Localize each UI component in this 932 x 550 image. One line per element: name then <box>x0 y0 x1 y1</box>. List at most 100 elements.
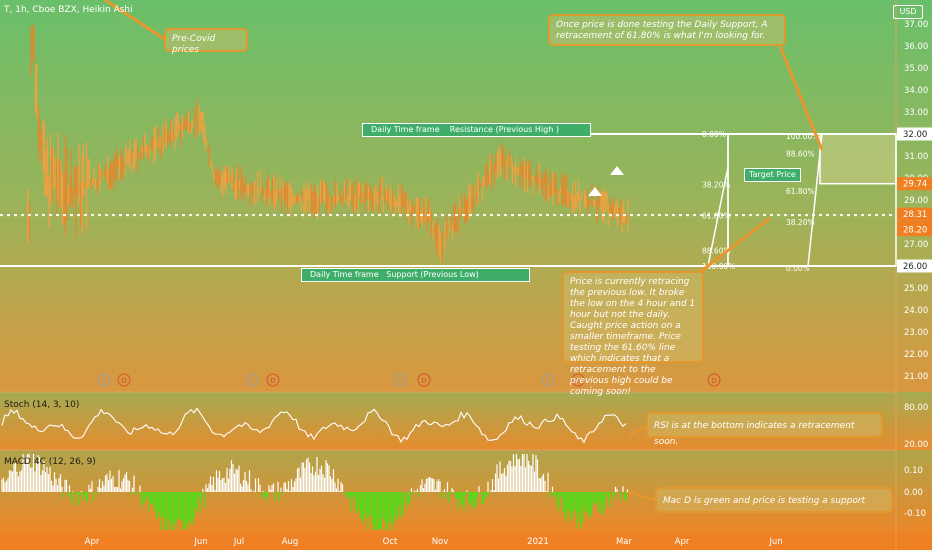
fib-edge <box>707 166 729 267</box>
price-tick-label: 27.00 <box>904 240 928 250</box>
resistance-label: Daily Time frame Resistance (Previous Hi… <box>362 123 591 137</box>
time-axis: Apr Jun Jul Aug Oct Nov 2021 Mar Apr Jun <box>85 537 783 547</box>
price-series <box>27 24 629 263</box>
fib-right-label: 61.80% <box>786 187 815 196</box>
time-tick-label: 2021 <box>527 537 549 547</box>
time-tick-label: Jun <box>768 537 782 547</box>
price-tag-label: 28.31 <box>903 210 927 220</box>
time-tick-label: Apr <box>85 537 100 547</box>
event-icon-letter: E <box>250 377 254 385</box>
dividend-icon <box>707 373 721 387</box>
price-tag <box>897 259 932 273</box>
time-tick-label: Jun <box>193 537 207 547</box>
earnings-icon <box>541 373 555 387</box>
price-tick-label: 31.00 <box>904 152 928 162</box>
dividend-icon <box>417 373 431 387</box>
chart-title: T, 1h, Cboe BZX, Heikin Ashi <box>4 5 133 15</box>
event-icon-letter: E <box>398 377 402 385</box>
price-tag <box>897 207 932 221</box>
price-tick-label: 22.00 <box>904 350 928 360</box>
price-tag-label: 28.20 <box>903 226 927 236</box>
price-tag-label: 32.00 <box>903 130 927 140</box>
price-tick-label: 36.00 <box>904 42 928 52</box>
fib-left-label: 88.60% <box>702 247 731 256</box>
price-tick-label: 35.00 <box>904 64 928 74</box>
fib-right-label: 100.00% <box>786 132 819 141</box>
stoch-tick-label: 80.00 <box>904 403 928 413</box>
up-arrow-icon <box>588 187 602 196</box>
fib-right-label: 38.20% <box>786 218 815 227</box>
macd-label: MACD 4C (12, 26, 9) <box>4 457 96 467</box>
stoch-pane-bg <box>0 392 932 450</box>
macd-pane-bg <box>0 450 932 532</box>
target-note: Once price is done testing the Daily Sup… <box>548 14 786 46</box>
event-icon-letter: E <box>546 377 550 385</box>
stoch-series: 80.00 20.00 <box>1 403 928 450</box>
stoch-tick-label: 20.00 <box>904 440 928 450</box>
dividend-icon <box>117 373 131 387</box>
pre-covid-connector <box>104 0 167 42</box>
pre-covid-note: Pre-Covid prices <box>164 28 248 55</box>
rsi-connector <box>627 425 647 437</box>
time-tick-label: Mar <box>616 537 633 547</box>
support-label: Daily Time frame Support (Previous Low) <box>301 268 530 282</box>
macd-tick-label: 0.10 <box>904 466 923 476</box>
event-icon-letter: D <box>270 377 275 385</box>
price-tag <box>897 223 932 237</box>
earnings-icon <box>97 373 111 387</box>
price-tag <box>897 177 932 191</box>
retrace-connector <box>699 216 771 274</box>
earnings-icon <box>393 373 407 387</box>
event-icon-letter: D <box>121 377 126 385</box>
macd-histogram: 0.10 0.00 -0.10 <box>1 454 926 530</box>
macd-tick-label: -0.10 <box>904 509 926 519</box>
time-tick-label: Nov <box>432 537 449 547</box>
target-connector <box>778 45 824 151</box>
price-tick-label: 21.00 <box>904 372 928 382</box>
price-tag <box>897 127 932 141</box>
price-tag-label: 26.00 <box>903 262 927 272</box>
currency-button[interactable]: USD <box>893 5 923 19</box>
price-tag-label: 29.74 <box>903 180 927 190</box>
stoch-label: Stoch (14, 3, 10) <box>4 400 80 410</box>
event-icon-letter: D <box>575 377 580 385</box>
fib-right-label: 88.60% <box>786 150 815 159</box>
retrace-note: Price is currently retracing the previou… <box>562 271 704 397</box>
earnings-icon <box>245 373 259 387</box>
dividend-icon <box>266 373 280 387</box>
note-connectors <box>104 0 824 501</box>
price-axis: 37.0036.0035.0034.0033.0032.0031.0030.00… <box>897 20 932 382</box>
time-tick-label: Jul <box>233 537 244 547</box>
fib-edge <box>807 133 823 267</box>
event-icon-letter: D <box>711 377 716 385</box>
macd-tick-label: 0.00 <box>904 488 923 498</box>
time-tick-label: Aug <box>282 537 299 547</box>
fib-left-label: 0.00% <box>702 130 726 139</box>
fib-left-label: 61.80% <box>702 211 731 220</box>
fib-left-label: 38.20% <box>702 181 731 190</box>
stoch-line <box>1 407 627 444</box>
event-icon-letter: D <box>421 377 426 385</box>
price-tick-label: 33.00 <box>904 108 928 118</box>
time-tick-label: Oct <box>383 537 398 547</box>
fib-right-label: 0.00% <box>786 264 810 273</box>
price-tick-label: 23.00 <box>904 328 928 338</box>
price-tick-label: 34.00 <box>904 86 928 96</box>
price-tick-label: 24.00 <box>904 306 928 316</box>
price-tick-label: 25.00 <box>904 284 928 294</box>
macd-note: Mac D is green and price is testing a su… <box>655 487 893 513</box>
rsi-note: RSI is at the bottom indicates a retrace… <box>646 412 883 447</box>
price-tick-label: 37.00 <box>904 20 928 30</box>
target-price-label: Target Price <box>744 168 801 182</box>
time-tick-label: Apr <box>675 537 690 547</box>
target-zone <box>819 133 897 185</box>
price-tick-label: 29.00 <box>904 196 928 206</box>
fib-retracement: 0.00% 38.20% 61.80% 88.60% 100.00% 100.00% 88.… <box>702 130 897 273</box>
up-arrow-icon <box>610 166 624 175</box>
fib-left-label: 100.00% <box>702 262 735 271</box>
macd-connector <box>627 491 656 501</box>
dividend-icon <box>571 373 585 387</box>
